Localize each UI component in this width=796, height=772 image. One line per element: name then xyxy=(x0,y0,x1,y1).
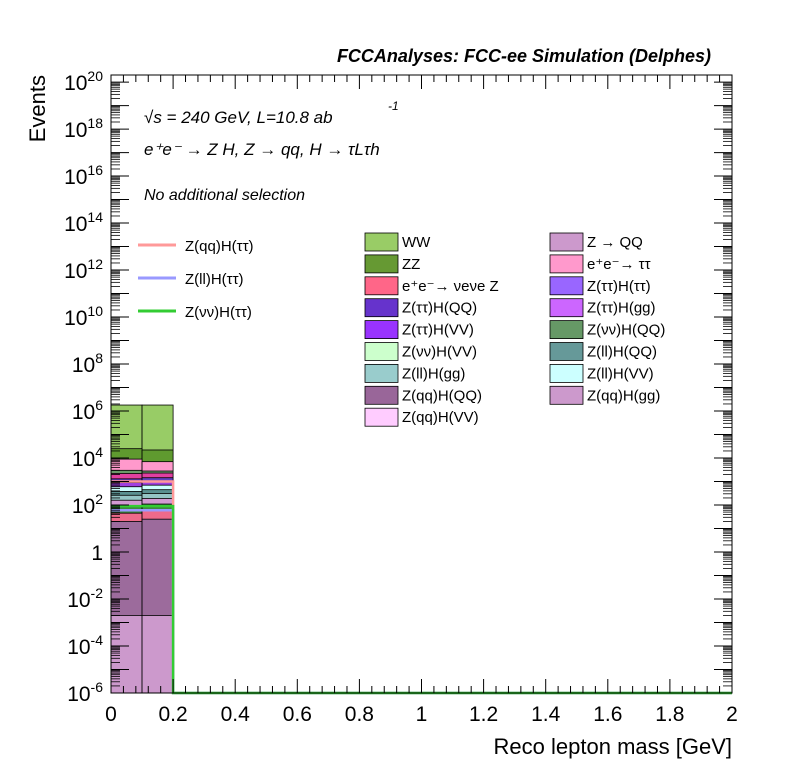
legend-label: Z → QQ xyxy=(587,234,643,251)
process-annotation: e⁺e⁻ → Z H, Z → qq, H → τLτh xyxy=(144,140,380,159)
y-tick-label: 10-4 xyxy=(67,632,103,659)
y-axis-title: Events xyxy=(25,75,50,142)
legend-label: Z(qq)H(QQ) xyxy=(402,387,482,404)
selection-annotation: No additional selection xyxy=(144,187,305,204)
legend-label: Z(ττ)H(QQ) xyxy=(402,300,477,317)
legend-label: Z(qq)H(gg) xyxy=(587,387,660,404)
legend-label: Z(ll)H(QQ) xyxy=(587,344,657,361)
legend-swatch xyxy=(549,385,584,405)
y-tick-label: 1018 xyxy=(64,115,103,142)
y-tick-label: 10-2 xyxy=(67,585,103,612)
legend-label: Z(ll)H(gg) xyxy=(402,365,465,382)
legend-background-col1: WW ZZ e⁺e⁻→ νeνe Z Z(ττ)H(QQ) Z(ττ)H(VV) Z(νν… xyxy=(364,232,499,427)
x-axis-title: Reco lepton mass [GeV] xyxy=(494,734,732,759)
legend-label: Z(νν)H(ττ) xyxy=(185,304,252,321)
x-tick-label: 0.6 xyxy=(283,703,312,726)
x-tick-label: 0.2 xyxy=(158,703,187,726)
legend-label: Z(qq)H(VV) xyxy=(402,409,479,426)
legend-swatch xyxy=(549,276,584,296)
tick-label-layer: 0 0.2 0.4 0.6 0.8 1 1.2 1.4 1.6 1.8 2 1020 1018 1016 1… xyxy=(64,68,738,726)
legend-label: e⁺e⁻→ ττ xyxy=(587,256,651,273)
y-tick-label: 10-6 xyxy=(67,679,103,706)
legend-label: WW xyxy=(402,234,431,251)
x-tick-label: 1.2 xyxy=(469,703,498,726)
legend-swatch xyxy=(549,232,584,252)
tick-layer xyxy=(110,75,733,694)
legend-label: Z(ττ)H(VV) xyxy=(402,322,474,339)
legend-label: Z(νν)H(VV) xyxy=(402,344,477,361)
legend-background-col2: Z → QQ e⁺e⁻→ ττ Z(ττ)H(ττ) Z(ττ)H(gg) Z(νν)H… xyxy=(549,232,665,405)
y-tick-label: 1020 xyxy=(64,68,103,95)
x-tick-label: 2 xyxy=(726,703,738,726)
y-tick-label: 1010 xyxy=(64,303,103,330)
legend-label: Z(ττ)H(gg) xyxy=(587,300,656,317)
legend-label: Z(ll)H(VV) xyxy=(587,365,654,382)
legend-label: Z(qq)H(ττ) xyxy=(185,238,254,255)
legend-swatch xyxy=(549,298,584,318)
x-tick-label: 0.8 xyxy=(345,703,374,726)
stack-layer xyxy=(110,404,174,694)
x-tick-label: 1.8 xyxy=(655,703,684,726)
legend-swatch xyxy=(549,363,584,383)
y-tick-label: 1 xyxy=(91,542,103,565)
legend-label: ZZ xyxy=(402,256,420,273)
legend-swatch xyxy=(364,407,399,427)
legend-label: Z(ll)H(ττ) xyxy=(185,271,244,288)
y-tick-label: 1016 xyxy=(64,162,103,189)
x-tick-label: 1.6 xyxy=(593,703,622,726)
legend-label: Z(ττ)H(ττ) xyxy=(587,278,651,295)
energy-annotation: √s = 240 GeV, L=10.8 ab xyxy=(144,108,333,127)
legend-swatch xyxy=(364,276,399,296)
legend-label: Z(νν)H(QQ) xyxy=(587,322,665,339)
x-tick-label: 1.4 xyxy=(531,703,561,726)
y-tick-label: 106 xyxy=(72,397,103,424)
lumi-exponent: -1 xyxy=(388,99,399,113)
legend-signal: Z(qq)H(ττ) Z(ll)H(ττ) Z(νν)H(ττ) xyxy=(138,238,254,321)
legend-swatch xyxy=(364,320,399,340)
legend-swatch xyxy=(364,342,399,361)
stack-bar xyxy=(141,615,174,694)
legend-label: e⁺e⁻→ νeνe Z xyxy=(402,278,499,295)
y-tick-label: 108 xyxy=(72,350,103,377)
legend-swatch xyxy=(364,254,399,274)
legend-swatch xyxy=(364,385,399,405)
legend-swatch xyxy=(364,363,399,383)
legend-swatch xyxy=(549,254,584,274)
chart-header: FCCAnalyses: FCC-ee Simulation (Delphes) xyxy=(337,46,711,66)
y-tick-label: 104 xyxy=(72,444,103,471)
y-tick-label: 1012 xyxy=(64,256,103,283)
legend-swatch xyxy=(364,232,399,252)
x-tick-label: 0 xyxy=(105,703,117,726)
y-tick-label: 102 xyxy=(72,491,103,518)
legend-swatch xyxy=(364,298,399,318)
legend-swatch xyxy=(549,342,584,361)
x-tick-label: 1 xyxy=(416,703,428,726)
y-tick-label: 1014 xyxy=(64,209,103,236)
stack-bar xyxy=(110,615,143,694)
legend-swatch xyxy=(549,320,584,340)
x-tick-label: 0.4 xyxy=(221,703,251,726)
